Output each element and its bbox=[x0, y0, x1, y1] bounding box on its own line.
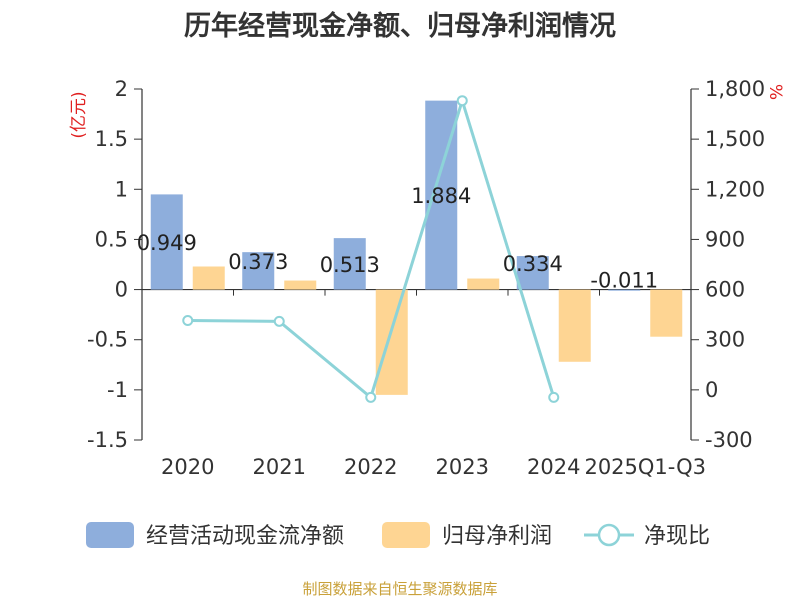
ratio-point bbox=[182, 314, 194, 326]
right-tick-label: -300 bbox=[705, 428, 753, 452]
legend-marker bbox=[597, 523, 621, 547]
profit-bar bbox=[192, 266, 225, 290]
cashflow-data-label: 0.949 bbox=[137, 231, 197, 255]
right-tick-label: 300 bbox=[705, 328, 745, 352]
ratio-point bbox=[548, 391, 560, 403]
right-tick-label: 0 bbox=[705, 378, 718, 402]
right-tick-label: 1,800 bbox=[705, 77, 765, 101]
cashflow-bar bbox=[516, 256, 549, 290]
category-label: 2020 bbox=[161, 455, 214, 479]
right-axis-unit: % bbox=[765, 84, 785, 100]
profit-bar bbox=[650, 289, 683, 337]
legend-swatch bbox=[382, 522, 430, 548]
left-tick-label: 1.5 bbox=[95, 127, 128, 151]
source-note: 制图数据来自恒生聚源数据库 bbox=[302, 580, 498, 598]
profit-bar bbox=[467, 278, 500, 290]
cashflow-data-label: -0.011 bbox=[590, 269, 658, 293]
left-tick-label: 0.5 bbox=[95, 227, 128, 251]
category-label: 2024 bbox=[527, 455, 580, 479]
left-tick-label: -1.5 bbox=[87, 428, 128, 452]
cashflow-bar bbox=[150, 194, 183, 290]
chart-title: 历年经营现金净额、归母净利润情况 bbox=[184, 11, 616, 42]
profit-bar bbox=[375, 289, 408, 395]
category-label: 2023 bbox=[436, 455, 489, 479]
left-tick-label: -1 bbox=[107, 378, 128, 402]
left-axis-unit: (亿元) bbox=[69, 91, 89, 138]
ratio-point bbox=[456, 95, 468, 107]
cashflow-data-label: 0.373 bbox=[228, 250, 288, 274]
right-tick-label: 900 bbox=[705, 227, 745, 251]
left-tick-label: 1 bbox=[115, 177, 128, 201]
cashflow-data-label: 0.513 bbox=[320, 253, 380, 277]
profit-bar bbox=[558, 289, 591, 362]
cashflow-bar bbox=[608, 289, 641, 291]
cashflow-bar bbox=[242, 252, 275, 290]
legend-swatch bbox=[86, 522, 134, 548]
right-tick-label: 1,500 bbox=[705, 127, 765, 151]
legend-label: 经营活动现金流净额 bbox=[146, 524, 344, 549]
left-tick-label: 0 bbox=[115, 278, 128, 302]
cashflow-data-label: 0.334 bbox=[503, 252, 563, 276]
ratio-point bbox=[365, 391, 377, 403]
cashflow-bar bbox=[333, 238, 366, 290]
legend-label: 归母净利润 bbox=[442, 524, 552, 549]
profit-bar bbox=[284, 280, 317, 290]
legend-label: 净现比 bbox=[644, 524, 710, 549]
right-tick-label: 600 bbox=[705, 278, 745, 302]
category-label: 2021 bbox=[253, 455, 306, 479]
cashflow-data-label: 1.884 bbox=[411, 184, 471, 208]
category-label: 2025Q1-Q3 bbox=[584, 455, 706, 479]
left-tick-label: 2 bbox=[115, 77, 128, 101]
right-tick-label: 1,200 bbox=[705, 177, 765, 201]
category-label: 2022 bbox=[344, 455, 397, 479]
ratio-point bbox=[273, 315, 285, 327]
left-tick-label: -0.5 bbox=[87, 328, 128, 352]
